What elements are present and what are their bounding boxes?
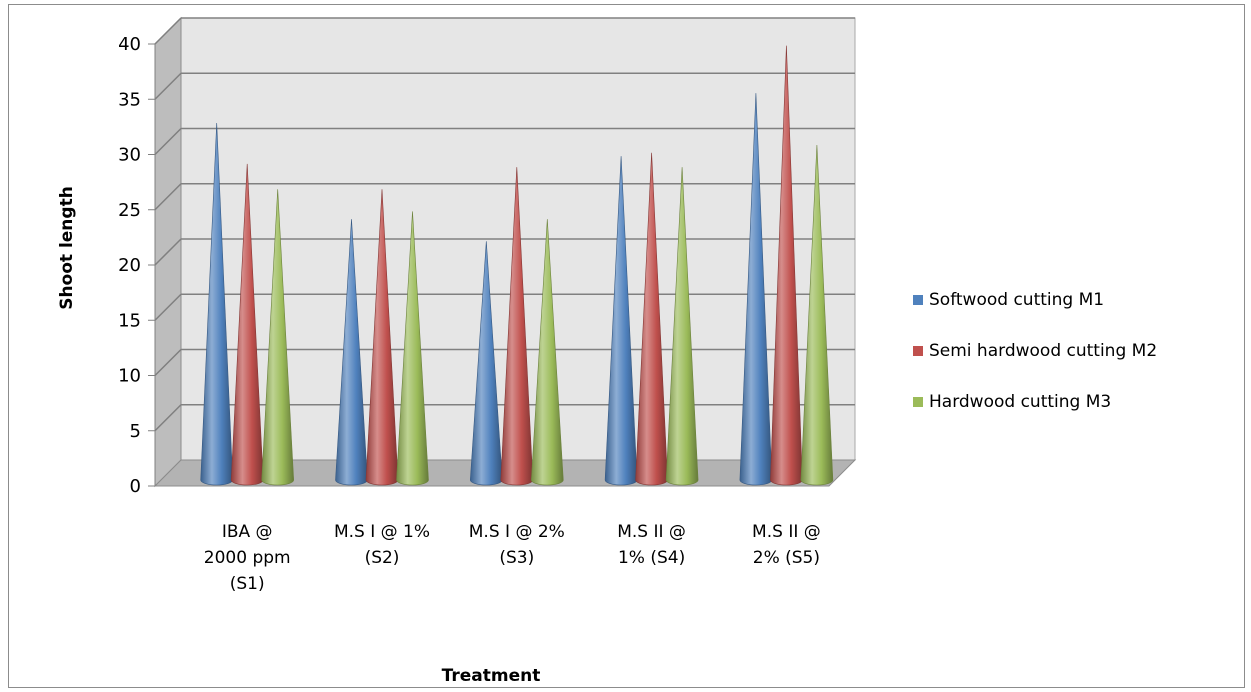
legend-label: Hardwood cutting M3 xyxy=(929,392,1111,412)
gridline-side xyxy=(154,293,182,321)
gridline-side xyxy=(154,17,182,45)
bar-cone xyxy=(800,145,834,486)
y-tick-label: 40 xyxy=(118,34,141,55)
y-tick-label: 15 xyxy=(118,310,141,331)
bar-cone-shape xyxy=(665,167,699,486)
bar-cone-shape xyxy=(261,189,295,486)
y-tick-label: 20 xyxy=(118,255,141,276)
gridline-side xyxy=(154,404,182,432)
y-tick-label: 10 xyxy=(118,366,141,387)
bar-cone-shape xyxy=(800,145,834,486)
category-label: M.S I @ 1% (S2) xyxy=(334,522,430,568)
category-label: M.S II @1% (S4) xyxy=(617,522,686,568)
category-label: M.S I @ 2% (S3) xyxy=(469,522,565,568)
legend-label: Softwood cutting M1 xyxy=(929,290,1104,310)
y-tick-label: 25 xyxy=(118,200,141,221)
y-axis-title: Shoot length xyxy=(57,186,77,310)
gridline-side xyxy=(154,72,182,100)
bar-cone xyxy=(261,189,295,486)
y-tick-labels: 0 5 10 15 20 25 30 35 40 xyxy=(118,34,141,497)
y-tick-label: 0 xyxy=(130,476,141,497)
cone-bar-chart: 0 5 10 15 20 25 30 35 40 IBA @2000 ppm (S1) M.S I … xyxy=(57,16,1157,686)
category-labels: IBA @2000 ppm (S1) M.S I @ 1% (S2) M.S I @ 2… xyxy=(204,522,821,594)
y-tick-label: 35 xyxy=(118,89,141,110)
gridline-side xyxy=(154,183,182,211)
legend-swatch xyxy=(913,346,923,356)
bar-cone-shape xyxy=(396,211,429,486)
legend-label: Semi hardwood cutting M2 xyxy=(929,341,1157,361)
legend-swatch xyxy=(913,397,923,407)
gridline-side xyxy=(154,348,182,377)
y-tick-label: 5 xyxy=(130,421,141,442)
legend-swatch xyxy=(913,295,923,305)
bar-cone xyxy=(665,167,699,486)
gridline-side xyxy=(154,238,182,266)
category-label: M.S II @2% (S5) xyxy=(752,522,821,568)
chart-frame: 0 5 10 15 20 25 30 35 40 IBA @2000 ppm (S1) M.S I … xyxy=(8,4,1245,688)
x-axis-title: Treatment xyxy=(442,666,541,686)
bars xyxy=(200,45,834,486)
bar-cone xyxy=(530,219,564,486)
bar-cone xyxy=(396,211,429,486)
bar-cone-shape xyxy=(530,219,564,486)
legend: Softwood cutting M1 Semi hardwood cutting… xyxy=(913,290,1157,412)
gridline-side xyxy=(154,127,182,156)
category-label: IBA @2000 ppm (S1) xyxy=(204,522,291,594)
y-tick-label: 30 xyxy=(118,145,141,166)
